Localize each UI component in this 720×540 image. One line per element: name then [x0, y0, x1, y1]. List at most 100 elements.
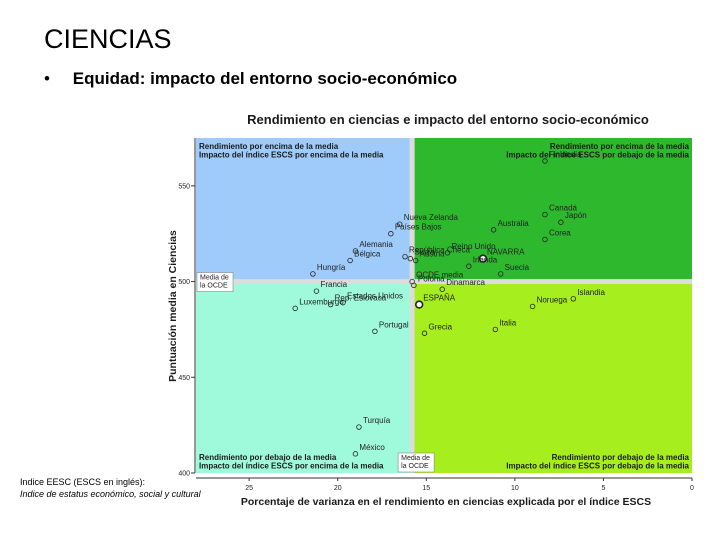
- data-point: [411, 282, 417, 289]
- bullet-dot: •: [44, 69, 50, 88]
- data-point-label: Italia: [499, 318, 516, 327]
- data-point: [347, 257, 353, 264]
- data-point: [310, 271, 316, 277]
- data-point-label: México: [359, 443, 385, 452]
- mean-x-box: [397, 452, 435, 473]
- data-point: [492, 326, 499, 333]
- data-point-label: Hungría: [317, 263, 346, 272]
- data-point: [340, 299, 346, 306]
- data-point-label: Japón: [565, 211, 587, 220]
- data-point: [292, 305, 298, 312]
- data-point: [327, 301, 334, 308]
- quadrant-label-bottom-left: Rendimiento por debajo de la media: [199, 453, 337, 462]
- x-tick-label: 20: [334, 485, 342, 492]
- quadrant-bottom-right: [412, 281, 692, 473]
- footnote-line-1: Indice EESC (ESCS en inglés):: [20, 477, 146, 487]
- data-point: [542, 211, 548, 218]
- data-point: [352, 248, 359, 254]
- data-point: [407, 255, 414, 262]
- data-point: [388, 231, 394, 237]
- y-axis-title: Puntuación media en Ciencias: [167, 230, 179, 382]
- data-point: [570, 296, 577, 302]
- data-point: [356, 424, 362, 430]
- chart-title: Rendimiento en ciencias e impacto del en…: [247, 112, 649, 127]
- data-point: [529, 303, 536, 310]
- quadrant-top-right: [412, 138, 692, 282]
- y-tick-label: 400: [178, 471, 190, 478]
- data-point-label: NAVARRA: [487, 248, 525, 257]
- data-point-label: Finlandia: [549, 150, 582, 159]
- data-point: [558, 219, 564, 225]
- data-point-label: Nueva Zelanda: [404, 213, 459, 222]
- data-point-label: Turquía: [363, 416, 391, 425]
- x-tick-label: 15: [422, 485, 430, 492]
- data-point-label: Islandia: [577, 288, 605, 297]
- data-point: [542, 158, 548, 164]
- data-point-label: Reino Unido: [452, 242, 497, 251]
- data-point: [444, 250, 451, 256]
- y-tick-label: 450: [178, 375, 190, 382]
- quadrant-label-bottom-right: Impacto del índice ESCS por debajo de la…: [506, 462, 689, 471]
- data-point-label: Polonia: [418, 274, 445, 283]
- data-point-label: Canadá: [549, 204, 578, 213]
- x-tick-label: 25: [245, 485, 253, 492]
- data-point-label: Bélgica: [354, 250, 381, 259]
- data-point-label: ESPAÑA: [423, 294, 456, 303]
- quadrant-bottom-left: [196, 281, 413, 473]
- x-tick-label: 10: [511, 485, 519, 492]
- data-point-label: Corea: [549, 228, 571, 237]
- footnote-line-2: Indice de estatus económico, social y cu…: [20, 489, 201, 499]
- x-axis-title: Porcentaje de varianza en el rendimiento…: [241, 496, 651, 508]
- mean-x-divider: [409, 138, 415, 473]
- data-point: [497, 271, 504, 277]
- data-point: [313, 288, 320, 294]
- data-point-label: Suecia: [505, 263, 530, 272]
- mean-y-divider: [196, 279, 692, 285]
- mean-y-box: [196, 272, 234, 292]
- quadrant-label-top-right: Impacto del índice ESCS por debajo de la…: [506, 151, 689, 160]
- data-point: [542, 236, 548, 243]
- data-point-label: Austria: [420, 250, 445, 259]
- data-point: [478, 254, 488, 263]
- slide-title: CIENCIAS: [44, 24, 172, 54]
- data-point-label: Grecia: [429, 322, 453, 331]
- data-point-label: OCDE media: [416, 271, 464, 280]
- bullet-point: • Equidad: impacto del entorno socio-eco…: [44, 69, 457, 89]
- footnote: Indice EESC (ESCS en inglés): Indice de …: [20, 476, 201, 500]
- quadrant-top-left: [196, 138, 413, 282]
- data-point: [372, 328, 378, 335]
- y-tick-label: 550: [178, 183, 190, 190]
- mean-y-label: la OCDE: [200, 283, 228, 290]
- data-point: [412, 257, 419, 264]
- x-tick-label: 5: [601, 485, 605, 492]
- quadrant-label-top-left: Impacto del índice ESCS por encima de la…: [199, 151, 384, 160]
- data-point: [352, 451, 359, 457]
- x-tick-label: 0: [690, 485, 694, 492]
- quadrant-label-bottom-left: Impacto del índice ESCS por encima de la…: [199, 462, 384, 471]
- data-point-label: Australia: [498, 219, 530, 228]
- data-point-label: Estados Unidos: [347, 292, 403, 301]
- data-point: [415, 300, 424, 309]
- data-point-label: República Checa: [409, 246, 470, 255]
- data-point: [466, 263, 472, 269]
- data-point-label: Noruega: [537, 295, 568, 304]
- data-point: [402, 253, 408, 260]
- mean-x-label: Media de: [401, 455, 430, 462]
- quadrant-label-bottom-right: Rendimiento por debajo de la media: [552, 453, 690, 462]
- quadrant-label-top-right: Rendimiento por encima de la media: [550, 142, 690, 151]
- y-tick-label: 500: [178, 279, 190, 286]
- data-point-label: Dinamarca: [446, 278, 485, 287]
- data-point: [490, 227, 497, 233]
- data-point-label: Portugal: [379, 320, 409, 329]
- quadrant-label-top-left: Rendimiento por encima de la media: [199, 142, 339, 151]
- mean-y-label: Media de: [200, 275, 229, 282]
- data-point-label: Alemania: [359, 240, 393, 249]
- data-point-label: Irlanda: [473, 255, 498, 264]
- data-point-label: Francia: [320, 280, 347, 289]
- data-point-label: Países Bajos: [395, 223, 442, 232]
- data-point: [397, 221, 403, 227]
- data-point-label: Rep. Eslovaca: [335, 294, 387, 303]
- data-point-label: Suiza: [414, 248, 435, 257]
- data-point-label: Luxemburgo: [299, 297, 344, 306]
